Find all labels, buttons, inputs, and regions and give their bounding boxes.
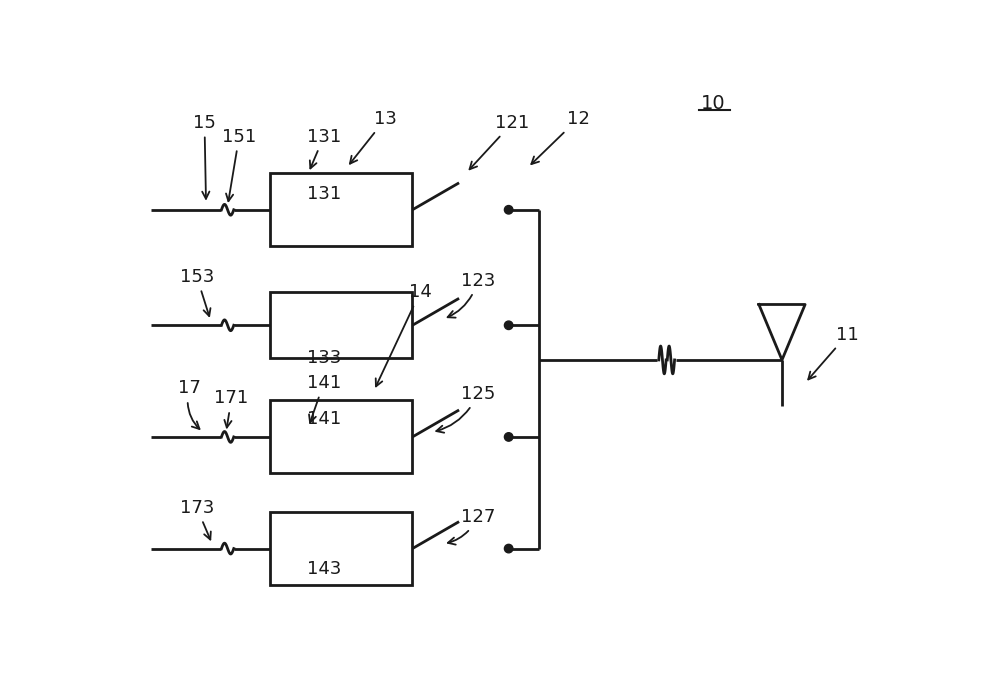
Text: 127: 127: [448, 508, 495, 544]
Text: 171: 171: [214, 389, 249, 428]
Bar: [270, 292, 412, 358]
Text: 153: 153: [180, 268, 214, 316]
Text: 133: 133: [307, 348, 341, 367]
Text: 12: 12: [531, 110, 589, 164]
Text: 10: 10: [700, 94, 725, 113]
Text: 121: 121: [470, 114, 530, 169]
Text: 17: 17: [178, 380, 201, 429]
Text: 123: 123: [448, 272, 495, 318]
Circle shape: [504, 433, 513, 441]
Text: 131: 131: [307, 128, 341, 169]
Text: 151: 151: [222, 128, 256, 201]
Text: 143: 143: [307, 560, 341, 579]
Circle shape: [504, 321, 513, 329]
Text: 15: 15: [193, 114, 216, 199]
Text: 173: 173: [180, 499, 214, 540]
Text: 131: 131: [307, 184, 341, 203]
Text: 13: 13: [350, 110, 397, 164]
Text: 141: 141: [307, 410, 341, 428]
Text: 14: 14: [376, 283, 432, 387]
Text: 141: 141: [307, 374, 341, 422]
Text: 125: 125: [436, 385, 495, 433]
Circle shape: [504, 206, 513, 214]
Bar: [270, 173, 412, 246]
Circle shape: [504, 544, 513, 553]
Bar: [270, 512, 412, 585]
Text: 11: 11: [808, 326, 859, 380]
Bar: [270, 400, 412, 473]
